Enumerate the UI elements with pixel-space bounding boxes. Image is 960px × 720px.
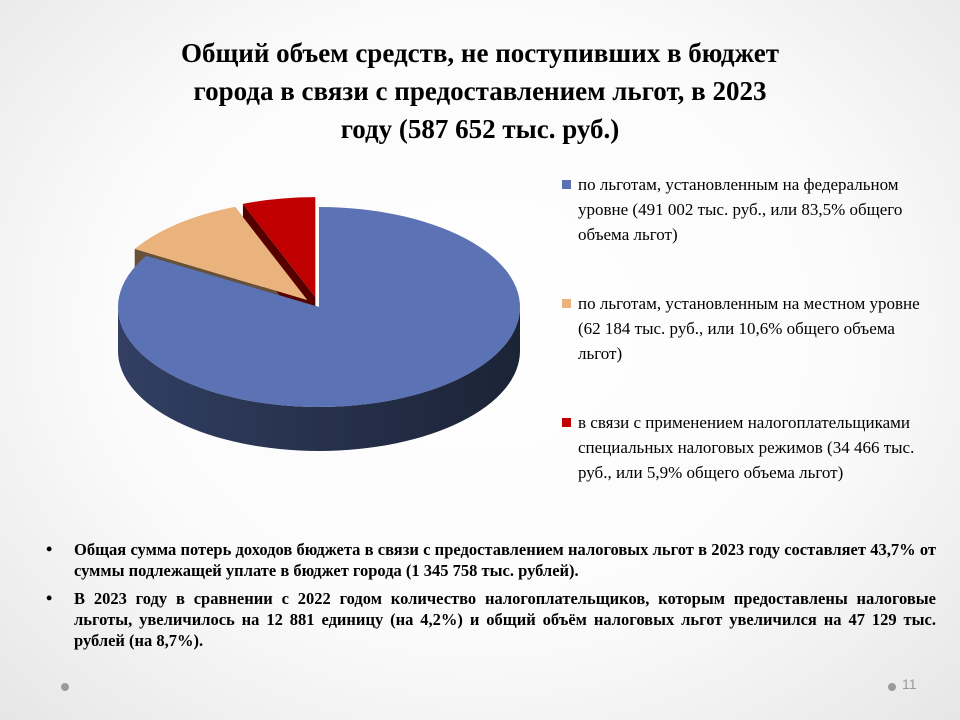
legend-label-local: по льготам, установленным на местном уро…: [578, 294, 920, 363]
legend-swatch-special: [562, 418, 571, 427]
legend-label-federal: по льготам, установленным на федеральном…: [578, 175, 903, 244]
pie-slice-0: [117, 207, 520, 408]
pie-slice-2: [242, 197, 316, 298]
slide-title: Общий объем средств, не поступивших в бю…: [80, 34, 880, 148]
title-line-3: году (587 652 тыс. руб.): [340, 114, 620, 144]
page-number: 11: [902, 676, 917, 692]
bullet-marker: •: [46, 539, 53, 559]
legend-item-local: по льготам, установленным на местном уро…: [562, 291, 934, 366]
legend-label-special: в связи с применением налогоплательщикам…: [578, 413, 915, 482]
legend-item-federal: по льготам, установленным на федеральном…: [562, 172, 934, 247]
bullet-text-losses: Общая сумма потерь доходов бюджета в свя…: [74, 540, 936, 580]
title-line-1: Общий объем средств, не поступивших в бю…: [180, 38, 780, 68]
legend-swatch-federal: [562, 180, 571, 189]
bullet-marker: •: [46, 588, 53, 608]
summary-bullets: • Общая сумма потерь доходов бюджета в с…: [46, 539, 936, 658]
legend-swatch-local: [562, 299, 571, 308]
bullet-item-comparison: • В 2023 году в сравнении с 2022 годом к…: [46, 588, 936, 651]
title-line-2: города в связи с предоставлением льгот, …: [193, 76, 767, 106]
pie-slice-rim-0: [118, 307, 520, 451]
decorative-dot-left: [61, 683, 69, 691]
pie-slice-1: [134, 206, 308, 301]
legend-item-special: в связи с применением налогоплательщикам…: [562, 410, 934, 485]
decorative-dot-right: [888, 683, 896, 691]
bullet-text-comparison: В 2023 году в сравнении с 2022 годом кол…: [74, 589, 936, 650]
bullet-item-losses: • Общая сумма потерь доходов бюджета в с…: [46, 539, 936, 581]
